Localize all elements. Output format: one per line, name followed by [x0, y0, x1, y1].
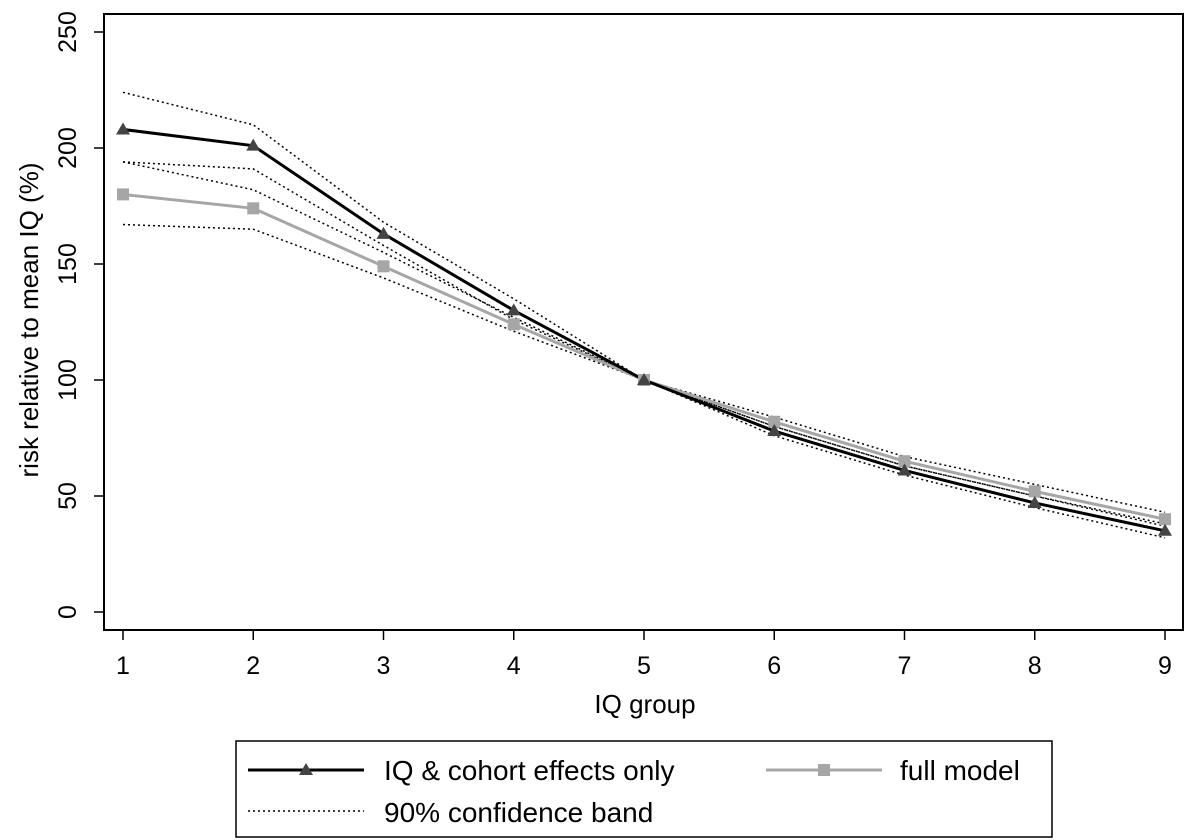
y-tick-label-200: 200: [54, 127, 82, 169]
y-tick-label-0: 0: [54, 605, 82, 619]
legend-frame: [235, 740, 1053, 838]
legend-marker-series-2: [818, 764, 830, 776]
plot-area-frame: [103, 13, 1184, 631]
series-1-point-1: [116, 122, 130, 135]
series-1-point-8: [1027, 495, 1042, 508]
y-tick-label-250: 250: [54, 11, 82, 53]
y-axis-title: risk relative to mean IQ (%): [14, 163, 44, 478]
confidence-band-2-lower: [122, 223, 1166, 527]
series-line-2: [122, 192, 1166, 521]
x-tick-label-3: 3: [377, 652, 391, 680]
legend-label-band: 90% confidence band: [384, 797, 653, 828]
x-tick-label-4: 4: [507, 652, 521, 680]
legend-marker-series-1: [299, 763, 313, 775]
y-tick-label-100: 100: [54, 359, 82, 401]
series-2-point-6: [768, 415, 781, 428]
series-1-point-6: [767, 424, 782, 437]
legend: IQ & cohort effects only full model 90% …: [235, 740, 1053, 838]
x-tick-label-1: 1: [116, 652, 130, 680]
confidence-band-1-upper: [122, 91, 1166, 525]
x-tick-label-2: 2: [246, 652, 260, 680]
confidence-bands: [122, 91, 1166, 539]
x-tick-label-7: 7: [898, 652, 912, 680]
series-2-point-1: [117, 188, 129, 201]
confidence-band-1-lower: [122, 161, 1166, 539]
legend-label-series-2: full model: [900, 755, 1020, 786]
series-2-point-4: [507, 318, 520, 331]
x-tick-label-8: 8: [1028, 652, 1042, 680]
y-axis: 0 50 100 150 200 250: [54, 11, 104, 619]
series-1-point-7: [897, 463, 912, 476]
series-lines: [122, 127, 1166, 533]
legend-label-series-1: IQ & cohort effects only: [384, 755, 675, 786]
series-1-point-2: [246, 138, 261, 151]
y-tick-label-50: 50: [54, 482, 82, 510]
series-line-1: [122, 127, 1166, 533]
y-tick-label-150: 150: [54, 243, 82, 285]
series-markers: [116, 122, 1172, 536]
series-2-point-3: [377, 260, 390, 273]
x-tick-label-6: 6: [767, 652, 781, 680]
x-tick-label-9: 9: [1158, 652, 1172, 680]
series-2-point-9: [1159, 513, 1171, 526]
series-2-point-2: [247, 202, 260, 215]
x-axis-title: IQ group: [594, 689, 695, 719]
series-1-point-5: [637, 373, 651, 385]
series-1-point-3: [376, 226, 391, 239]
series-1-point-9: [1158, 523, 1172, 536]
confidence-band-2-upper: [122, 161, 1166, 513]
series-2-point-8: [1028, 485, 1041, 498]
x-tick-label-5: 5: [637, 652, 651, 680]
series-2-point-7: [898, 455, 911, 468]
series-1-point-4: [506, 303, 521, 316]
x-axis: 1 2 3 4 5 6 7 8 9: [116, 630, 1172, 680]
